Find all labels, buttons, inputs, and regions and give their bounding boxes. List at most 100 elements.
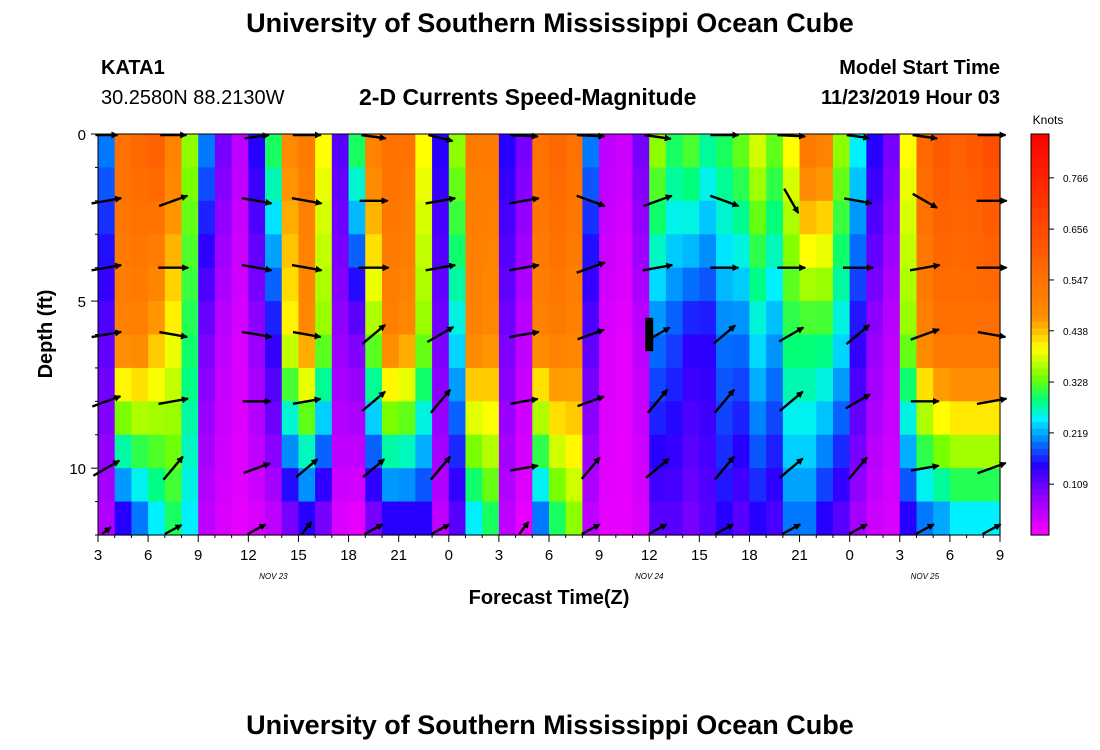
heatmap-cell [448,267,467,302]
current-vector [646,389,669,414]
heatmap-cell [799,468,817,503]
heatmap-cell [682,468,700,503]
heatmap-cell [933,501,951,536]
current-vector [848,523,868,536]
colorbar-segment [1031,374,1049,382]
colorbar-segment [1031,240,1049,249]
heatmap-cell [565,468,583,503]
heatmap-cell [398,134,416,169]
heatmap-cell [148,134,166,169]
heatmap-cell [148,434,166,469]
colorbar-segment [1031,354,1049,362]
heatmap-cell [632,200,650,235]
y-axis-title: Depth (ft) [35,290,57,379]
heatmap-cell [498,401,517,436]
heatmap-cell [615,234,634,269]
heatmap-cell [899,167,918,202]
heatmap-cell [114,234,132,269]
colorbar-segment [1031,514,1049,523]
current-vector [577,395,605,408]
heatmap-cell [248,501,266,536]
heatmap-cell [532,434,550,469]
heatmap-cell [381,267,400,302]
heatmap-cell [949,267,968,302]
heatmap-cell [465,334,483,369]
heatmap-cell [381,401,400,436]
heatmap-cell [782,468,801,503]
heatmap-cell [565,434,583,469]
heatmap-cell [883,367,901,402]
heatmap-cell [599,234,617,269]
colorbar-segment [1031,214,1049,222]
heatmap-cell [398,167,416,202]
current-vector [846,133,871,141]
heatmap-cell [816,200,834,235]
heatmap-cell [432,267,450,302]
heatmap-cell [315,134,333,169]
current-vector [577,328,605,341]
heatmap-cell [532,301,550,336]
heatmap-cell [231,234,249,269]
heatmap-cell [949,301,968,336]
heatmap-cell [415,434,433,469]
heatmap-cell [265,468,283,503]
heatmap-cell [849,200,867,235]
footer-title: University of Southern Mississippi Ocean… [246,710,854,740]
heatmap-cell [682,434,700,469]
heatmap-cell [465,401,483,436]
colorbar-segment [1031,441,1049,449]
heatmap-cell [181,134,199,169]
heatmap-cell [766,301,784,336]
heatmap-cell [214,134,233,169]
heatmap-cell [766,200,784,235]
heatmap-cell [231,401,249,436]
current-vector [429,455,452,481]
colorbar-segment [1031,267,1049,275]
heatmap-cell [432,200,450,235]
heatmap-cell [849,434,867,469]
heatmap-cell [716,468,734,503]
heatmap-cell [181,434,199,469]
heatmap-cell [582,167,600,202]
heatmap-cell [315,234,333,269]
heatmap-cell [849,468,867,503]
heatmap-cell [799,200,817,235]
heatmap-cell [365,200,383,235]
heatmap-cell [231,501,249,536]
current-vector [91,262,123,272]
heatmap-cell [131,367,149,402]
heatmap-cell [331,134,350,169]
heatmap-cell [398,434,416,469]
heatmap-cell [415,134,433,169]
heatmap-cell [298,234,316,269]
heatmap-cell [432,501,450,536]
heatmap-cell [716,367,734,402]
heatmap-cell [766,234,784,269]
heatmap-cell [949,167,968,202]
heatmap-cell [365,301,383,336]
heatmap-cell [515,167,533,202]
heatmap-cell [849,367,867,402]
heatmap-cell [532,367,550,402]
heatmap-cell [415,468,433,503]
heatmap-cell [148,334,166,369]
heatmap-cell [98,434,116,469]
colorbar-segment [1031,294,1049,302]
heatmap-cell [281,468,300,503]
heatmap-cell [348,134,366,169]
current-vector [292,396,322,405]
heatmap-cell [682,367,700,402]
heatmap-cell [248,401,266,436]
heatmap-cell [699,367,717,402]
colorbar-frame [1030,133,1050,536]
heatmap-cell [749,234,767,269]
heatmap-cell [549,234,567,269]
heatmap-cell [699,134,717,169]
heatmap-cell [732,301,751,336]
heatmap-cell [832,301,851,336]
heatmap-cell [348,200,366,235]
heatmap-cell [131,267,149,302]
heatmap-cell [665,234,684,269]
heatmap-cell [849,401,867,436]
heatmap-cell [949,468,968,503]
